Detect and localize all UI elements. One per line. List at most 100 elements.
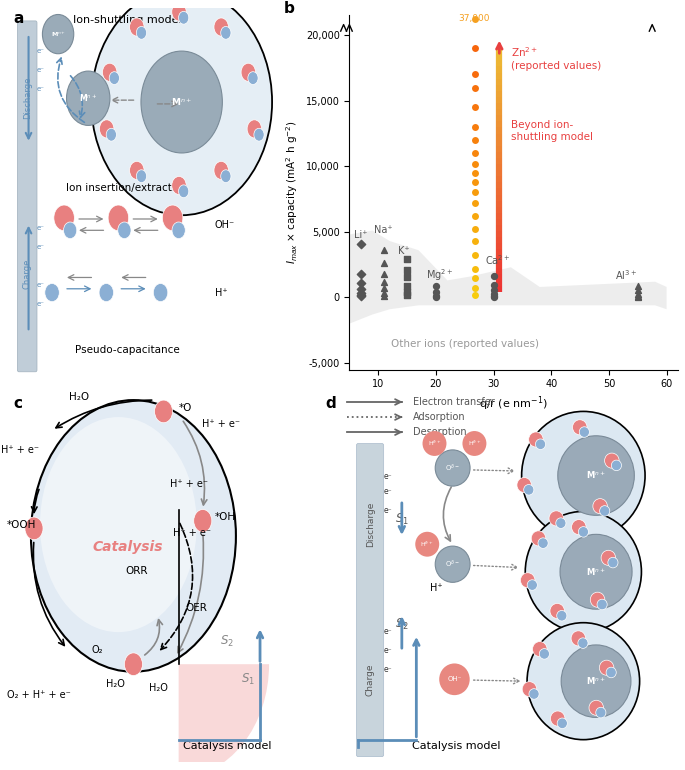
Text: d: d — [325, 397, 336, 411]
Circle shape — [593, 499, 608, 514]
Text: Al$^{3+}$: Al$^{3+}$ — [614, 269, 636, 283]
Text: $S_2$: $S_2$ — [220, 634, 234, 649]
Circle shape — [527, 580, 537, 591]
Text: Beyond ion-
shuttling model: Beyond ion- shuttling model — [511, 120, 593, 142]
Text: H⁺ + e⁻: H⁺ + e⁻ — [202, 419, 240, 428]
Text: OH⁻: OH⁻ — [447, 676, 462, 682]
Circle shape — [549, 511, 564, 526]
Point — [469, 263, 480, 275]
Circle shape — [241, 63, 256, 82]
Text: Ca$^{2+}$: Ca$^{2+}$ — [485, 253, 510, 266]
Circle shape — [108, 205, 129, 231]
Circle shape — [532, 641, 547, 657]
Text: M$^{n+}$: M$^{n+}$ — [586, 470, 606, 481]
Text: Catalysis: Catalysis — [92, 541, 162, 554]
Text: Charge: Charge — [23, 259, 32, 289]
Text: H$^{δ+}$: H$^{δ+}$ — [427, 439, 441, 448]
Circle shape — [155, 400, 173, 423]
Point — [379, 290, 390, 302]
Text: e⁻: e⁻ — [37, 67, 45, 73]
Circle shape — [172, 176, 186, 195]
Circle shape — [521, 573, 535, 588]
Circle shape — [91, 0, 272, 216]
Circle shape — [550, 604, 564, 618]
Point — [401, 253, 412, 266]
Text: Mg$^{2+}$: Mg$^{2+}$ — [426, 267, 453, 283]
Text: H⁺ + e⁻: H⁺ + e⁻ — [170, 479, 208, 489]
Circle shape — [109, 72, 119, 85]
Text: O$^{δ-}$: O$^{δ-}$ — [445, 558, 460, 570]
Circle shape — [247, 120, 262, 138]
Text: 37,000: 37,000 — [459, 15, 490, 23]
Circle shape — [25, 517, 43, 540]
Text: $S_1$: $S_1$ — [241, 672, 255, 687]
Point — [469, 249, 480, 262]
Point — [356, 290, 366, 303]
Point — [469, 101, 480, 113]
Point — [469, 158, 480, 170]
Point — [379, 268, 390, 280]
Text: e⁻: e⁻ — [384, 665, 393, 674]
Point — [356, 268, 366, 280]
Text: O$^{δ-}$: O$^{δ-}$ — [445, 462, 460, 474]
Point — [379, 286, 390, 299]
Circle shape — [153, 283, 168, 302]
Text: Catalysis model: Catalysis model — [183, 741, 271, 751]
Circle shape — [599, 506, 610, 516]
Text: OER: OER — [186, 604, 208, 614]
Text: OH⁻: OH⁻ — [215, 219, 235, 229]
Text: M$^{n+}$: M$^{n+}$ — [171, 96, 192, 108]
Text: Charge: Charge — [366, 663, 375, 695]
Point — [632, 290, 643, 303]
Point — [401, 271, 412, 283]
Point — [488, 270, 499, 283]
Circle shape — [596, 708, 606, 718]
Circle shape — [539, 648, 549, 659]
Circle shape — [118, 222, 131, 239]
Text: H⁺: H⁺ — [215, 287, 227, 297]
Text: H⁺: H⁺ — [430, 583, 443, 593]
Point — [379, 282, 390, 294]
Circle shape — [99, 283, 114, 302]
Text: *O: *O — [179, 403, 192, 413]
Circle shape — [66, 71, 110, 126]
Point — [488, 290, 499, 303]
Circle shape — [179, 12, 189, 24]
Circle shape — [578, 638, 588, 648]
Text: H₂O: H₂O — [106, 679, 125, 689]
Point — [469, 13, 480, 25]
Circle shape — [64, 222, 77, 239]
Point — [469, 235, 480, 247]
Text: e⁻: e⁻ — [37, 48, 45, 54]
Point — [488, 279, 499, 291]
Circle shape — [162, 205, 183, 231]
Text: Catalysis model: Catalysis model — [412, 741, 501, 751]
Ellipse shape — [40, 417, 197, 632]
Point — [469, 272, 480, 284]
Point — [469, 121, 480, 133]
Circle shape — [136, 170, 147, 182]
Point — [430, 286, 441, 298]
Point — [632, 284, 643, 296]
Circle shape — [136, 26, 147, 39]
Point — [469, 166, 480, 179]
Circle shape — [536, 439, 545, 450]
Circle shape — [605, 453, 619, 468]
Circle shape — [525, 511, 641, 632]
Circle shape — [573, 420, 587, 435]
Circle shape — [125, 653, 142, 675]
Circle shape — [527, 623, 640, 740]
Text: $S_1$: $S_1$ — [395, 512, 409, 527]
Circle shape — [214, 162, 228, 179]
Circle shape — [523, 484, 534, 495]
Circle shape — [54, 205, 75, 231]
Circle shape — [571, 520, 586, 534]
Y-axis label: $I_{max}$ × capacity (mA$^{2}$ h g$^{-2}$): $I_{max}$ × capacity (mA$^{2}$ h g$^{-2}… — [284, 121, 300, 264]
Circle shape — [106, 129, 116, 141]
Circle shape — [129, 162, 144, 179]
Text: Ion-shuttling model: Ion-shuttling model — [73, 15, 182, 25]
Circle shape — [141, 51, 223, 153]
Text: H$^{δ+}$: H$^{δ+}$ — [468, 439, 481, 448]
Text: e⁻: e⁻ — [37, 282, 45, 288]
Point — [356, 277, 366, 290]
